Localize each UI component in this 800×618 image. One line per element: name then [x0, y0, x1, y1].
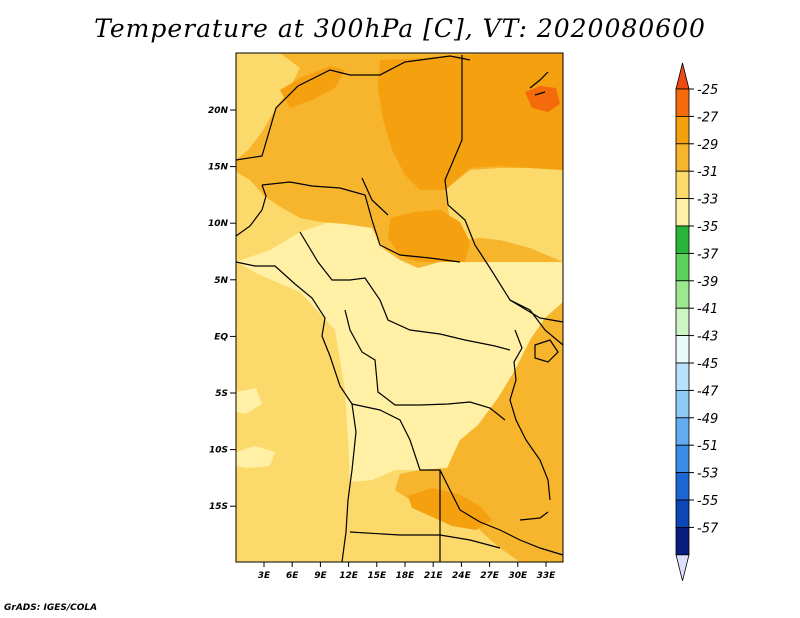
- colorbar-bin: [675, 362, 690, 391]
- field-southwest-pocket: [236, 446, 275, 468]
- lon-label: 33E: [537, 571, 557, 581]
- lon-label: 15E: [367, 571, 387, 581]
- lat-label: 15S: [209, 502, 228, 512]
- river-upper: [361, 177, 389, 216]
- colorbar-bin: [675, 225, 690, 254]
- colorbar-bin: [675, 252, 690, 282]
- grads-credit: GrADS: IGES/COLA: [4, 603, 98, 613]
- colorbar-bin: [675, 444, 690, 474]
- lon-label: 18E: [396, 571, 416, 581]
- lake-east: [534, 339, 559, 363]
- lon-label: 21E: [424, 571, 444, 581]
- colorbar-label: -47: [697, 384, 719, 399]
- colorbar-bin: [675, 389, 690, 419]
- colorbar-bin: [675, 170, 690, 199]
- colorbar-label: -41: [697, 302, 718, 317]
- colorbar-bin: [675, 307, 690, 337]
- colorbar-bin: [675, 280, 690, 309]
- colorbar-lower-triangle: [675, 554, 690, 581]
- borders: [235, 55, 564, 563]
- border-central: [344, 309, 506, 421]
- colorbar-label: -51: [697, 439, 718, 454]
- field-central-warm: [388, 210, 470, 262]
- border-southern-horizontal: [349, 531, 501, 549]
- colorbar-label: -49: [697, 412, 718, 427]
- border-south: [351, 403, 564, 556]
- field-northwest-corner: [236, 53, 300, 160]
- field-hotspot: [525, 86, 560, 112]
- lon-label: 9E: [314, 571, 327, 581]
- colorbar-bin: [675, 116, 690, 145]
- colorbar-label: -43: [697, 330, 718, 345]
- border-east-lower: [509, 299, 564, 346]
- field-northeast-core: [378, 54, 563, 190]
- lon-label: 3E: [258, 571, 271, 581]
- border-northeast-island: [529, 71, 549, 96]
- colorbar-bin: [675, 417, 690, 446]
- colorbar-label: -27: [697, 110, 719, 125]
- great-lakes: [509, 329, 551, 501]
- colorbar-label: -53: [697, 467, 718, 482]
- colorbar-bin: [675, 143, 690, 172]
- lon-label: 6E: [286, 571, 299, 581]
- lat-label: 20N: [208, 106, 229, 116]
- colorbar-label: -45: [697, 357, 718, 372]
- colorbar-label: -25: [697, 83, 718, 98]
- lon-label: 30E: [508, 571, 528, 581]
- colorbar-bin: [675, 499, 690, 528]
- chart-title: Temperature at 300hPa [C], VT: 202008060…: [94, 14, 706, 43]
- colorbar-label: -29: [697, 138, 718, 153]
- field-northeast-ridge: [445, 168, 563, 262]
- lat-label: 15N: [208, 163, 229, 173]
- colorbar: -25 -27 -29 -31 -33 -35 -37 -39 -41 -43 -45 -47 -49 -…: [675, 62, 719, 581]
- west-coast-upper: [235, 184, 267, 237]
- field-west-coast-pocket: [236, 388, 262, 414]
- colorbar-label: -35: [697, 220, 718, 235]
- map-frame: [235, 52, 564, 563]
- temperature-field: [236, 53, 563, 562]
- lon-label: 27E: [480, 571, 500, 581]
- field-south-core: [408, 488, 492, 530]
- colorbar-label: -31: [697, 165, 718, 180]
- colorbar-bin: [675, 527, 690, 556]
- longitude-axis: 3E 6E 9E 12E 15E 18E 21E 24E 27E 30E 33E: [258, 562, 556, 581]
- border-middle-south: [299, 231, 511, 351]
- lon-label: 24E: [452, 571, 472, 581]
- border-sahel: [235, 55, 471, 161]
- lat-label: 5S: [215, 389, 228, 399]
- colorbar-label: -57: [697, 521, 719, 536]
- colorbar-upper-triangle: [675, 62, 690, 90]
- border-east-upper: [444, 55, 564, 323]
- lon-label: 12E: [339, 571, 359, 581]
- lat-label: 10S: [209, 446, 228, 456]
- field-north-stripes: [280, 66, 345, 108]
- colorbar-bin: [675, 88, 690, 117]
- colorbar-label: -55: [697, 494, 718, 509]
- lat-label: 10N: [208, 219, 229, 229]
- lat-label: EQ: [214, 332, 228, 342]
- coastline-west: [235, 261, 357, 563]
- colorbar-label: -37: [697, 247, 719, 262]
- border-middle-north: [261, 181, 461, 263]
- lake-south: [519, 511, 549, 521]
- field-west-bite: [236, 172, 300, 236]
- colorbar-label: -33: [697, 193, 718, 208]
- colorbar-bin: [675, 472, 690, 501]
- lat-label: 5N: [214, 276, 228, 286]
- colorbar-label: -39: [697, 275, 718, 290]
- colorbar-bin: [675, 335, 690, 364]
- field-central-band: [236, 222, 563, 482]
- latitude-axis: 20N 15N 10N 5N EQ 5S 10S 15S: [208, 106, 236, 512]
- colorbar-bin: [675, 198, 690, 227]
